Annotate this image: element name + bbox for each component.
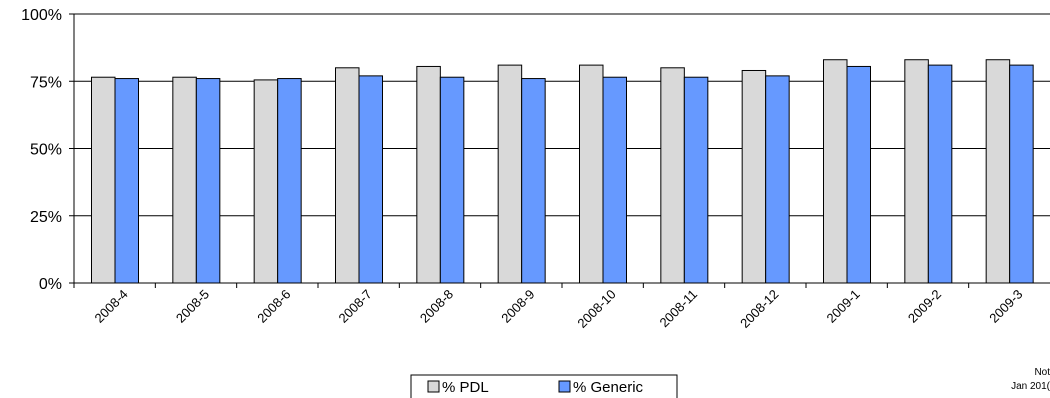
bar-generic [195,78,221,284]
bar-pdl [823,59,848,284]
grid-lines [74,13,1050,217]
footnote-line-1: Not [1034,367,1050,378]
y-tick-label: 50% [30,142,62,159]
bar-generic [114,78,139,284]
x-tick-labels: 2008-4 2008-5 2008-6 2008-7 2008-8 2008-9 2008… [92,287,1026,331]
bar-pdl [741,69,767,284]
x-tick-label: 2008-11 [656,287,700,331]
bar-generic [683,76,709,284]
bars [91,59,1034,284]
legend-swatch-pdl [427,380,440,393]
bar-pdl [497,64,523,284]
x-tick-label: 2008-10 [574,287,618,331]
x-tick-label: 2008-7 [336,287,375,326]
bar-pdl [904,59,929,284]
bar-generic [1009,64,1034,284]
footnote-line-2: Jan 201( [1011,381,1050,392]
bar-generic [358,75,383,284]
bar-pdl [579,64,604,284]
bar-pdl [335,67,360,284]
bar-pdl [172,76,197,284]
x-tick-label: 2008-8 [417,287,456,326]
bar-pdl [253,79,279,284]
bar-pdl [416,65,441,284]
x-tick-label: 2008-9 [498,287,537,326]
legend: % PDL % Generic [410,374,678,398]
legend-swatch-generic [558,380,571,393]
x-tick-label: 2009-1 [824,287,863,326]
bar-pdl [660,67,685,284]
bar-generic [846,65,871,284]
x-tick-label: 2008-6 [254,287,293,326]
y-tick-labels: 0% 25% 50% 75% 100% [21,7,62,293]
bar-pdl [985,59,1011,284]
x-tick-label: 2008-5 [173,287,212,326]
legend-box [410,374,678,398]
y-tick-label: 25% [30,209,62,226]
bar-generic [927,64,953,284]
x-tick-label: 2009-2 [905,287,944,326]
bar-pdl [91,76,116,284]
x-tick-label: 2008-4 [92,287,131,326]
y-tick-label: 100% [21,7,62,24]
y-tick-label: 0% [39,276,62,293]
x-tick-label: 2008-12 [737,287,781,331]
bar-generic [765,75,790,284]
footnote: Not Jan 201( [1011,367,1050,392]
bar-generic [521,78,546,284]
axes [69,13,1050,288]
y-tick-label: 75% [30,74,62,91]
bar-generic [602,76,627,284]
legend-label-generic: % Generic [573,379,644,396]
legend-label-pdl: % PDL [442,379,489,396]
bar-generic [277,78,302,284]
bar-generic [439,76,465,284]
x-tick-label: 2009-3 [986,287,1025,326]
